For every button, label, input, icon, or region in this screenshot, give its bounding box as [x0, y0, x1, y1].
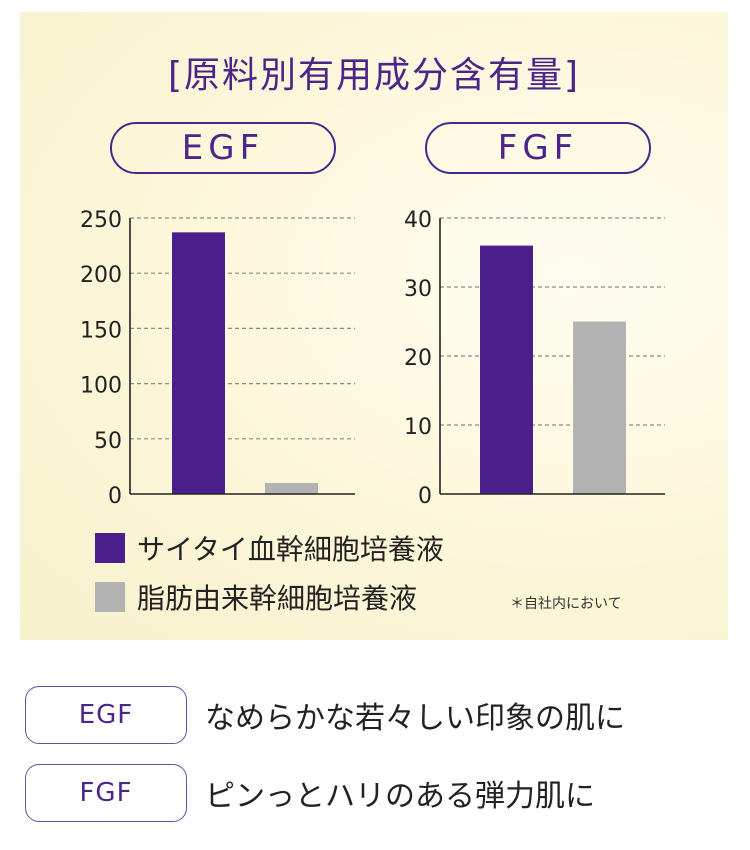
footnote: ＊自社内において	[510, 596, 622, 612]
feature-row-egf: EGF なめらかな若々しい印象の肌に	[25, 686, 625, 744]
egf-ytick-label: 0	[108, 484, 122, 509]
legend-swatch-umbilical	[95, 533, 125, 563]
legend-item-adipose: 脂肪由来幹細胞培養液	[95, 577, 417, 617]
fgf-chart: 0 10 20 30 40	[404, 208, 665, 509]
egf-ytick-label: 100	[80, 374, 122, 399]
egf-chart-title: EGF	[110, 122, 336, 174]
feature-badge-egf: EGF	[25, 686, 187, 744]
fgf-chart-title: FGF	[425, 122, 651, 174]
feature-badge-fgf: FGF	[25, 764, 187, 822]
egf-bar-umbilical	[172, 232, 225, 495]
fgf-ytick-label: 20	[404, 346, 432, 371]
feature-text-egf: なめらかな若々しい印象の肌に	[205, 701, 625, 736]
egf-chart: 0 50 100 150 200 250	[80, 208, 355, 509]
egf-ytick-label: 50	[94, 429, 122, 454]
feature-row-fgf: FGF ピンっとハリのある弾力肌に	[25, 764, 595, 822]
feature-text-fgf: ピンっとハリのある弾力肌に	[205, 779, 595, 814]
egf-bar-adipose	[265, 482, 318, 494]
fgf-ytick-label: 10	[404, 415, 432, 440]
egf-ytick-label: 200	[80, 263, 122, 288]
fgf-bar-adipose	[573, 321, 626, 494]
section-title: [原料別有用成分含有量]	[167, 55, 581, 96]
legend-item-umbilical: サイタイ血幹細胞培養液	[95, 528, 444, 568]
legend-label-umbilical: サイタイ血幹細胞培養液	[137, 533, 444, 566]
fgf-ytick-label: 40	[404, 208, 432, 233]
fgf-ytick-label: 30	[404, 277, 432, 302]
legend-label-adipose: 脂肪由来幹細胞培養液	[137, 582, 418, 615]
fgf-ytick-label: 0	[418, 484, 432, 509]
egf-ytick-label: 250	[80, 208, 122, 233]
fgf-bar-umbilical	[480, 245, 533, 494]
legend-swatch-adipose	[95, 582, 125, 612]
egf-ytick-label: 150	[80, 318, 122, 343]
